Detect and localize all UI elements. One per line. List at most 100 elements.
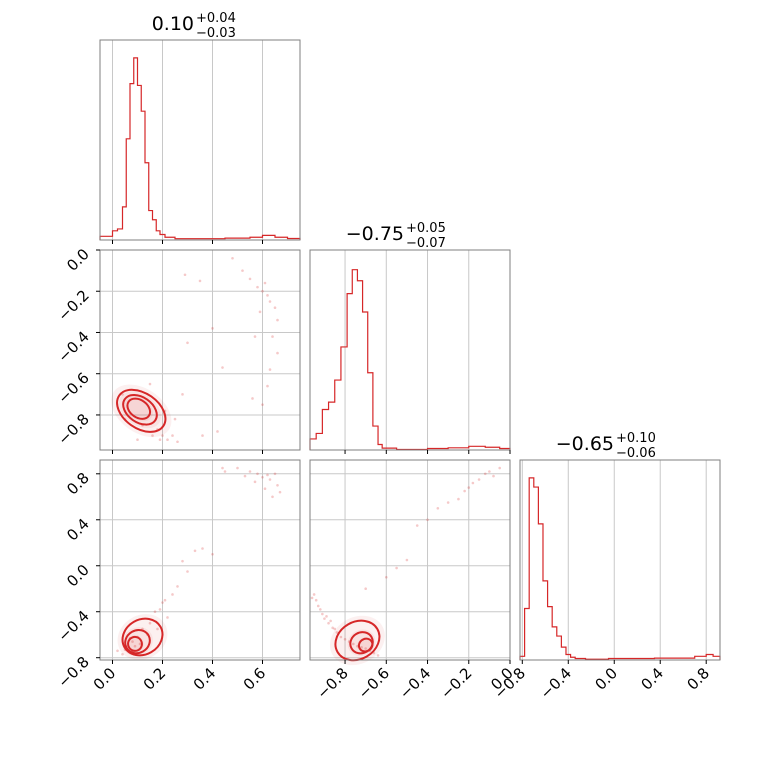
scatter-32-point-37 bbox=[436, 506, 440, 510]
scatter-32-point-35 bbox=[463, 489, 466, 493]
scatter-31-point-15 bbox=[181, 559, 184, 563]
scatter-32-xtick-label-1: −0.6 bbox=[355, 664, 393, 702]
scatter-32-xtick-label-3: −0.2 bbox=[437, 664, 475, 702]
scatter-31-point-11 bbox=[243, 474, 247, 478]
hist-1-hist-steps bbox=[99, 57, 301, 240]
scatter-21-point-2 bbox=[248, 277, 252, 281]
scatter-21-point-1 bbox=[241, 269, 244, 272]
scatter-21-ytick-label-4: 0.0 bbox=[63, 245, 93, 275]
hist-1-title-minus: −0.03 bbox=[196, 26, 236, 41]
hist-2-title-median: −0.75 bbox=[346, 223, 404, 245]
scatter-21-point-33 bbox=[148, 382, 152, 386]
scatter-31-point-12 bbox=[271, 495, 274, 499]
scatter-31-ytick-label-0: −0.8 bbox=[54, 653, 92, 691]
scatter-32-point-8 bbox=[335, 631, 339, 634]
scatter-21-contour-1 bbox=[122, 394, 158, 426]
scatter-31-point-34 bbox=[138, 642, 142, 646]
scatter-31-point-7 bbox=[276, 483, 279, 487]
scatter-32-point-34 bbox=[471, 481, 475, 485]
scatter-32-point-31 bbox=[483, 472, 487, 476]
scatter-32-point-14 bbox=[360, 646, 363, 649]
scatter-31-ytick-label-4: 0.8 bbox=[63, 469, 93, 499]
hist-2-title: −0.75 +0.05−0.07 bbox=[346, 221, 446, 251]
scatter-31-point-3 bbox=[266, 473, 269, 477]
scatter-31-point-0 bbox=[236, 466, 239, 470]
scatter-21-point-37 bbox=[221, 366, 224, 369]
scatter-21-point-25 bbox=[161, 434, 164, 437]
scatter-32-point-28 bbox=[457, 497, 460, 501]
hist-1-title: 0.10 +0.04−0.03 bbox=[152, 11, 236, 41]
scatter-31-point-28 bbox=[133, 644, 137, 648]
hist-2-frame bbox=[309, 249, 511, 451]
hist-3-xtick-label-3: 0.4 bbox=[637, 664, 667, 694]
scatter-31-contour-2 bbox=[121, 617, 164, 657]
scatter-21-point-39 bbox=[183, 273, 187, 277]
hist-3-title: −0.65 +0.10−0.06 bbox=[556, 431, 656, 461]
scatter-32-point-12 bbox=[351, 642, 355, 646]
scatter-31-point-20 bbox=[148, 621, 152, 625]
scatter-21-point-22 bbox=[201, 434, 204, 437]
scatter-21-point-11 bbox=[258, 310, 262, 314]
scatter-31-ytick-label-3: 0.4 bbox=[63, 515, 93, 545]
scatter-21-contour-0 bbox=[126, 397, 152, 420]
scatter-32-xtick-label-0: −0.8 bbox=[313, 664, 351, 702]
scatter-31-point-32 bbox=[176, 585, 179, 588]
scatter-31-point-24 bbox=[131, 640, 134, 643]
scatter-31-ytick-label-1: −0.4 bbox=[54, 607, 92, 645]
scatter-31-point-13 bbox=[211, 552, 214, 556]
scatter-32-point-30 bbox=[477, 478, 481, 481]
scatter-21-point-15 bbox=[261, 403, 264, 406]
scatter-21-point-35 bbox=[136, 438, 139, 441]
hist-3-xtick-label-1: −0.4 bbox=[537, 664, 575, 702]
scatter-32-point-2 bbox=[316, 604, 320, 608]
scatter-32-point-0 bbox=[312, 593, 316, 596]
scatter-21-point-19 bbox=[186, 341, 189, 345]
scatter-32-point-18 bbox=[376, 654, 380, 657]
scatter-32-point-36 bbox=[498, 466, 501, 470]
hist-3-hist-steps bbox=[519, 477, 721, 660]
hist-3-frame bbox=[519, 459, 721, 661]
scatter-32-point-3 bbox=[319, 608, 322, 611]
scatter-31-point-31 bbox=[193, 549, 197, 553]
scatter-21-point-16 bbox=[251, 397, 254, 400]
hist-3-title-median: −0.65 bbox=[556, 433, 614, 455]
scatter-31-point-29 bbox=[121, 652, 124, 656]
scatter-31-point-6 bbox=[268, 478, 272, 481]
scatter-21-ytick-label-1: −0.6 bbox=[54, 369, 92, 407]
scatter-21-point-38 bbox=[211, 327, 214, 330]
scatter-32-point-19 bbox=[329, 619, 332, 623]
scatter-21-point-36 bbox=[176, 440, 179, 444]
scatter-31-point-18 bbox=[153, 610, 157, 614]
scatter-32-point-32 bbox=[488, 470, 491, 473]
scatter-31-point-8 bbox=[263, 487, 267, 491]
scatter-31-xtick-label-3: 0.6 bbox=[240, 664, 270, 694]
scatter-31-point-19 bbox=[166, 616, 169, 619]
scatter-21-point-13 bbox=[276, 351, 279, 355]
scatter-21-point-3 bbox=[256, 285, 259, 289]
scatter-32-contour-2 bbox=[334, 619, 381, 662]
scatter-31-contour-1 bbox=[124, 628, 151, 655]
scatter-32-point-20 bbox=[333, 627, 337, 631]
hist-3-title-minus: −0.06 bbox=[616, 446, 656, 461]
scatter-31-point-16 bbox=[171, 593, 174, 596]
scatter-21-point-9 bbox=[276, 318, 279, 322]
scatter-21-point-12 bbox=[253, 335, 257, 338]
scatter-21-ytick-label-3: −0.2 bbox=[54, 286, 92, 324]
hist-1-title-plus: +0.04 bbox=[196, 11, 236, 26]
scatter-32-point-1 bbox=[314, 598, 318, 602]
hist-1-title-median: 0.10 bbox=[152, 13, 194, 35]
scatter-31-point-17 bbox=[161, 601, 164, 604]
scatter-32-point-39 bbox=[364, 587, 367, 591]
scatter-32-point-26 bbox=[426, 518, 429, 522]
scatter-21-contour-2 bbox=[116, 388, 167, 433]
scatter-32-point-27 bbox=[446, 501, 450, 504]
scatter-21-ytick-label-0: −0.8 bbox=[54, 410, 92, 448]
scatter-31-point-38 bbox=[253, 480, 257, 484]
scatter-21-point-29 bbox=[151, 434, 154, 437]
scatter-21-point-21 bbox=[216, 430, 219, 433]
scatter-21-point-30 bbox=[158, 438, 162, 441]
scatter-21-frame bbox=[99, 249, 301, 451]
scatter-21-point-18 bbox=[198, 279, 202, 283]
scatter-21-point-6 bbox=[273, 306, 277, 310]
scatter-31-point-30 bbox=[186, 570, 189, 573]
